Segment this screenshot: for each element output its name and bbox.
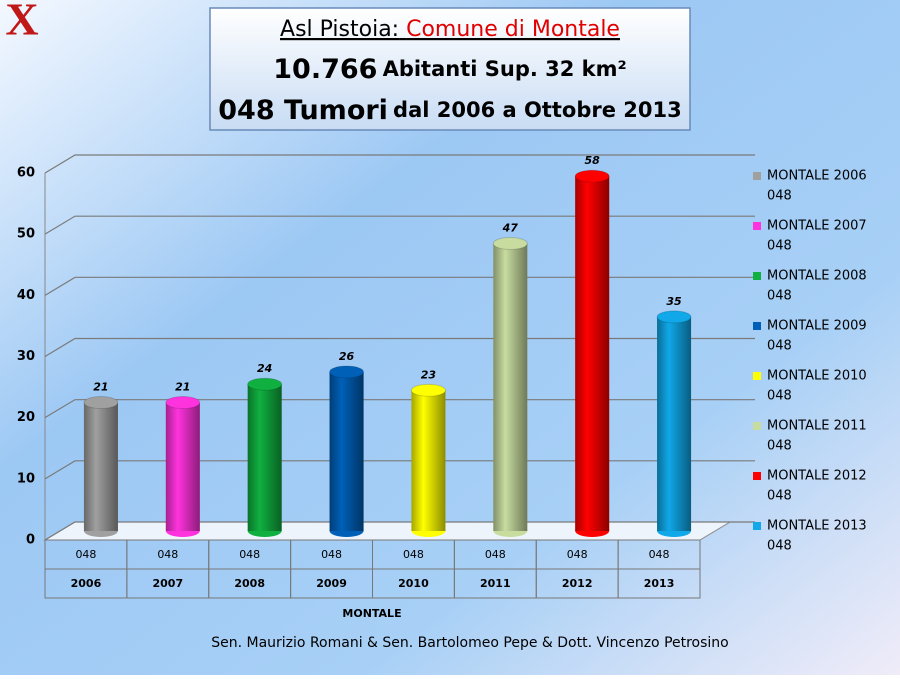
bar-shade	[83, 402, 118, 531]
header-box	[209, 7, 691, 131]
legend-label: MONTALE 2011	[767, 419, 867, 434]
x-tick-label: 2011	[480, 577, 511, 590]
y-tick-label: 20	[17, 410, 35, 425]
legend-swatch	[753, 322, 761, 330]
bar-cap	[165, 396, 201, 410]
bar-shade	[575, 176, 610, 531]
header-text: 048 Tumori	[218, 95, 388, 126]
legend-label: MONTALE 2007	[767, 219, 867, 234]
legend-sublabel: 048	[767, 489, 792, 504]
x-group-label: 048	[157, 548, 178, 561]
bar-cap	[492, 237, 528, 251]
bar-shade	[247, 384, 282, 531]
header-line1: Asl Pistoia: Comune di Montale	[280, 17, 620, 42]
legend-label: MONTALE 2009	[767, 319, 867, 334]
data-label: 21	[175, 381, 190, 394]
bar-shade	[165, 402, 200, 531]
legend-swatch	[753, 272, 761, 280]
bar-shade	[411, 390, 446, 531]
x-tick-label: 2013	[644, 577, 675, 590]
grid-line	[44, 521, 755, 541]
x-tick-label: 2008	[234, 577, 265, 590]
bar-shade	[329, 371, 364, 531]
data-label: 21	[93, 381, 108, 394]
floor	[43, 521, 732, 541]
y-tick-label: 0	[26, 533, 35, 548]
bar-cap	[83, 396, 119, 410]
x-group-label: 048	[239, 548, 260, 561]
bar-cap	[247, 377, 283, 391]
legend-sublabel: 048	[767, 239, 792, 254]
x-tick-label: 2009	[316, 577, 347, 590]
x-group-label: 048	[403, 548, 424, 561]
grid-line	[44, 215, 755, 235]
bar-cap	[329, 365, 365, 379]
x-group-label: 048	[75, 548, 96, 561]
legend-label: MONTALE 2008	[767, 269, 867, 284]
y-tick-label: 50	[17, 227, 35, 242]
data-label: 58	[585, 154, 601, 167]
legend-sublabel: 048	[767, 189, 792, 204]
legend-sublabel: 048	[767, 339, 792, 354]
x-tick-label: 2010	[398, 577, 429, 590]
x-tick-label: 2007	[153, 577, 184, 590]
legend-label: MONTALE 2010	[767, 369, 867, 384]
data-label: 26	[339, 350, 355, 363]
grid-line	[44, 154, 755, 174]
x-group-label: 048	[485, 548, 506, 561]
grid-line	[44, 399, 755, 419]
legend-swatch	[753, 222, 761, 230]
header-line3: 048 Tumori dal 2006 a Ottobre 2013	[218, 95, 681, 126]
data-label: 35	[666, 295, 682, 308]
header-text: dal 2006 a Ottobre 2013	[393, 98, 682, 122]
legend-sublabel: 048	[767, 389, 792, 404]
header-text: 10.766	[273, 54, 377, 85]
legend-swatch	[753, 372, 761, 380]
header-text: Abitanti Sup. 32 km²	[383, 57, 627, 81]
grid-line	[44, 276, 755, 296]
x-group-label: 048	[321, 548, 342, 561]
legend-label: MONTALE 2013	[767, 519, 867, 534]
header-text: Comune di Montale	[406, 17, 620, 42]
footer: Sen. Maurizio Romani & Sen. Bartolomeo P…	[211, 635, 729, 651]
table-cell	[617, 568, 701, 599]
bar-cap	[574, 169, 610, 183]
legend-swatch	[753, 522, 761, 530]
y-tick-label: 60	[17, 166, 35, 181]
data-label: 24	[257, 362, 272, 375]
grid-line	[44, 337, 755, 358]
x-tick-label: 2012	[562, 577, 593, 590]
logo: X	[5, 0, 38, 45]
header-line2: 10.766 Abitanti Sup. 32 km²	[273, 54, 626, 85]
header-text: Asl Pistoia:	[280, 17, 399, 42]
x-group-label: 048	[649, 548, 670, 561]
legend-sublabel: 048	[767, 289, 792, 304]
bar-cap	[656, 310, 692, 324]
x-axis-title: MONTALE	[342, 607, 401, 620]
legend-sublabel: 048	[767, 539, 792, 554]
x-tick-label: 2006	[71, 577, 102, 590]
legend-label: MONTALE 2006	[767, 169, 867, 184]
legend-label: MONTALE 2012	[767, 469, 867, 484]
y-tick-label: 10	[17, 471, 35, 486]
y-tick-label: 30	[17, 349, 35, 364]
bar-cap	[410, 383, 446, 397]
bar-shade	[657, 316, 692, 531]
bar-shade	[493, 243, 528, 531]
legend-swatch	[753, 422, 761, 430]
y-tick-label: 40	[17, 288, 35, 303]
legend-sublabel: 048	[767, 439, 792, 454]
data-label: 23	[421, 368, 437, 381]
legend-swatch	[753, 472, 761, 480]
data-label: 47	[502, 222, 519, 235]
x-group-label: 048	[567, 548, 588, 561]
legend-swatch	[753, 172, 761, 180]
grid-line	[44, 460, 755, 480]
